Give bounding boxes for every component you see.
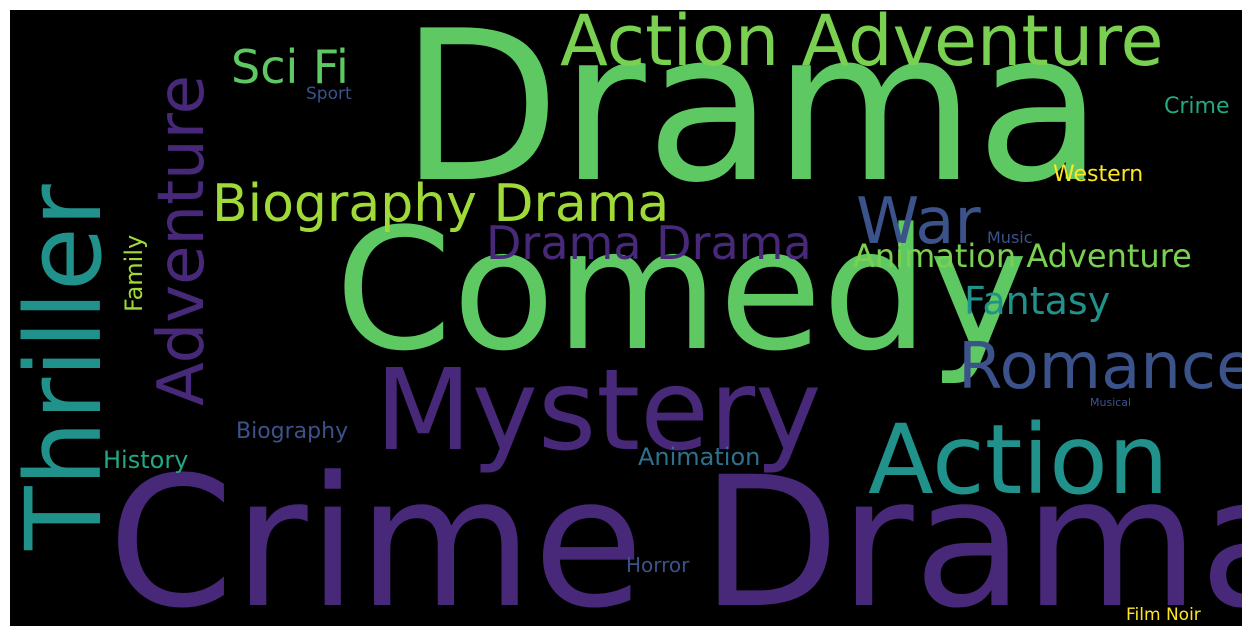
word-fantasy: Fantasy [964, 279, 1111, 323]
word-musical: Musical [1090, 396, 1132, 409]
word-adventure: Adventure [145, 74, 219, 406]
word-thriller: Thriller [10, 184, 125, 550]
word-romance: Romance [958, 330, 1242, 404]
word-sci-fi: Sci Fi [231, 40, 349, 94]
word-biography: Biography [236, 419, 349, 444]
word-cloud-canvas: Drama Comedy Crime Drama Thriller Myster… [10, 10, 1242, 626]
word-horror: Horror [626, 553, 690, 577]
word-mystery: Mystery [375, 346, 822, 476]
word-film-noir: Film Noir [1126, 605, 1201, 625]
word-western: Western [1053, 162, 1144, 187]
word-drama: Drama [400, 10, 1104, 229]
word-animation: Animation [638, 443, 761, 471]
word-comedy: Comedy [335, 192, 1029, 388]
word-crime: Crime [1164, 94, 1230, 119]
word-family: Family [120, 234, 148, 312]
word-action-adventure: Action Adventure [560, 10, 1164, 82]
word-history: History [103, 446, 189, 474]
word-drama-drama: Drama Drama [486, 216, 812, 270]
word-action: Action [868, 404, 1169, 516]
word-war: War [856, 185, 981, 259]
word-music: Music [987, 228, 1033, 247]
word-animation-adventure: Animation Adventure [853, 237, 1192, 275]
word-crime-drama: Crime Drama [108, 439, 1242, 627]
word-biography-drama: Biography Drama [212, 174, 670, 234]
word-sport: Sport [306, 84, 352, 104]
